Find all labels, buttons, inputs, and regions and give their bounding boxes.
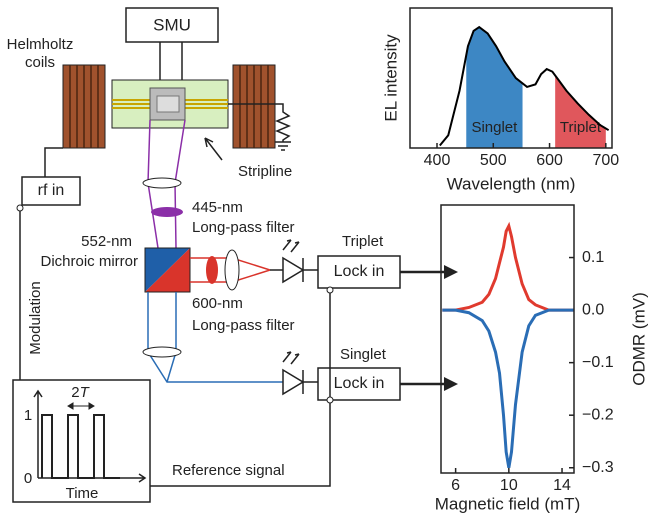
lockin-label: Lock in — [334, 263, 385, 280]
arrow — [400, 272, 446, 384]
filter — [206, 256, 218, 284]
filter-label: 600-nm — [192, 295, 243, 312]
mirror-label: 552-nm — [81, 233, 132, 250]
node — [327, 397, 333, 403]
inset-tick: 1 — [24, 407, 32, 424]
x-tick-label: 14 — [553, 477, 571, 494]
smu-label: SMU — [153, 15, 191, 34]
x-axis-label: Wavelength (nm) — [447, 174, 576, 193]
period-symbol: T — [80, 384, 91, 401]
lens — [143, 347, 181, 357]
x-tick-label: 500 — [480, 152, 507, 169]
node — [327, 287, 333, 293]
filter-label: Long-pass filter — [192, 317, 295, 334]
lockin-label: Lock in — [334, 375, 385, 392]
y-axis-label: ODMR (mV) — [629, 292, 648, 385]
x-axis-label: Magnetic field (mT) — [435, 494, 580, 513]
y-tick-label: −0.2 — [582, 406, 614, 423]
series-line — [442, 310, 574, 468]
lens — [143, 178, 181, 188]
square-wave — [42, 415, 120, 478]
modulation-label: Modulation — [27, 281, 44, 354]
lens — [225, 250, 239, 290]
y-tick-label: 0.0 — [582, 301, 604, 318]
coil-label: coils — [25, 54, 55, 71]
series-line — [442, 226, 574, 310]
filter-label: 445-nm — [192, 199, 243, 216]
y-tick-label: −0.1 — [582, 354, 614, 371]
figure: SMU Helmholtz coils Stripline rf in Modu… — [0, 0, 662, 516]
y-tick-label: 0.1 — [582, 249, 604, 266]
period-number: 2 — [71, 384, 79, 401]
x-tick-label: 600 — [536, 152, 563, 169]
x-tick-label: 700 — [592, 152, 619, 169]
y-tick-label: −0.3 — [582, 459, 614, 476]
stripline-board — [112, 80, 228, 128]
rf-label: rf in — [38, 182, 65, 199]
coil-label: Helmholtz — [7, 36, 74, 53]
node — [17, 205, 23, 211]
arrow — [205, 138, 222, 160]
band-label: Singlet — [471, 119, 518, 136]
y-axis-label: EL intensity — [381, 34, 400, 122]
plot-frame — [441, 205, 574, 473]
reference-label: Reference signal — [172, 462, 285, 479]
mirror-label: Dichroic mirror — [41, 253, 139, 270]
wire — [45, 148, 63, 177]
inset-tick: 0 — [24, 470, 32, 487]
inset-xlabel: Time — [66, 485, 99, 502]
legend-label: Singlet — [340, 346, 387, 363]
arrow-head — [444, 265, 458, 391]
period-arrow — [68, 403, 94, 409]
stripline-label: Stripline — [238, 163, 292, 180]
x-tick-label: 6 — [451, 477, 460, 494]
period-label: 2T — [71, 384, 90, 401]
x-tick-label: 10 — [500, 477, 518, 494]
filter — [151, 207, 183, 217]
legend-label: Triplet — [342, 233, 384, 250]
x-tick-label: 400 — [424, 152, 451, 169]
filter-label: Long-pass filter — [192, 219, 295, 236]
